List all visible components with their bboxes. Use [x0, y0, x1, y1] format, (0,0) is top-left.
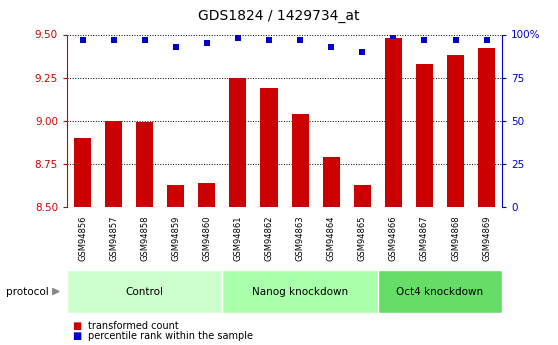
- Text: Nanog knockdown: Nanog knockdown: [252, 287, 348, 296]
- Text: GSM94856: GSM94856: [78, 215, 87, 261]
- Point: [203, 40, 211, 46]
- Text: percentile rank within the sample: percentile rank within the sample: [88, 332, 253, 341]
- Text: GSM94866: GSM94866: [389, 215, 398, 261]
- Bar: [292, 114, 309, 207]
- Bar: [261, 88, 277, 207]
- Bar: [67, 270, 223, 313]
- Point: [296, 37, 305, 42]
- Point: [109, 37, 118, 42]
- Point: [327, 44, 336, 49]
- Bar: [105, 121, 122, 207]
- Point: [358, 49, 367, 55]
- Point: [233, 35, 242, 41]
- Bar: [323, 157, 340, 207]
- Point: [389, 33, 398, 39]
- Text: protocol: protocol: [6, 287, 49, 296]
- Bar: [136, 122, 153, 207]
- Text: GSM94859: GSM94859: [171, 215, 180, 261]
- Bar: [229, 78, 247, 207]
- Text: GDS1824 / 1429734_at: GDS1824 / 1429734_at: [198, 9, 360, 23]
- Bar: [378, 270, 502, 313]
- Bar: [167, 185, 184, 207]
- Text: GSM94869: GSM94869: [482, 215, 491, 261]
- Bar: [416, 64, 433, 207]
- Text: GSM94865: GSM94865: [358, 215, 367, 261]
- Point: [140, 37, 149, 42]
- Bar: [223, 270, 378, 313]
- Text: GSM94868: GSM94868: [451, 215, 460, 261]
- Bar: [385, 38, 402, 207]
- Text: ■: ■: [73, 321, 82, 331]
- Text: GSM94860: GSM94860: [203, 215, 211, 261]
- Text: Control: Control: [126, 287, 163, 296]
- Bar: [198, 183, 215, 207]
- Text: GSM94857: GSM94857: [109, 215, 118, 261]
- Text: GSM94858: GSM94858: [140, 215, 149, 261]
- Point: [78, 37, 87, 42]
- Point: [264, 37, 273, 42]
- Text: GSM94867: GSM94867: [420, 215, 429, 261]
- Point: [420, 37, 429, 42]
- Bar: [447, 55, 464, 207]
- Text: ■: ■: [73, 332, 82, 341]
- Text: GSM94864: GSM94864: [327, 215, 336, 261]
- Text: transformed count: transformed count: [88, 321, 179, 331]
- Point: [451, 37, 460, 42]
- Point: [482, 37, 491, 42]
- Text: GSM94862: GSM94862: [264, 215, 273, 261]
- Text: GSM94863: GSM94863: [296, 215, 305, 261]
- Bar: [478, 48, 495, 207]
- Bar: [354, 185, 371, 207]
- Bar: [74, 138, 91, 207]
- Text: Oct4 knockdown: Oct4 knockdown: [397, 287, 484, 296]
- Text: GSM94861: GSM94861: [233, 215, 242, 261]
- Point: [171, 44, 180, 49]
